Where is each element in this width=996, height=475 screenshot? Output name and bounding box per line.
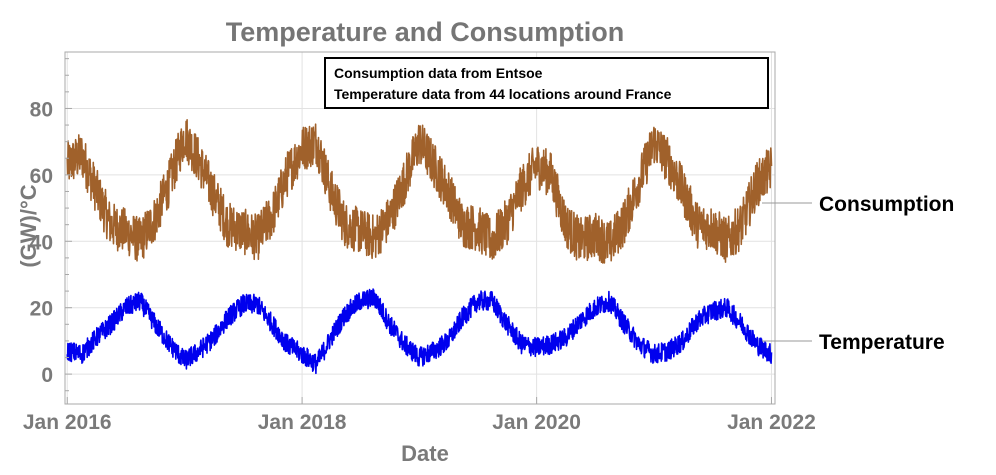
y-tick-label: 40 [30, 231, 53, 254]
x-tick-label: Jan 2018 [258, 411, 347, 434]
x-axis-title: Date [401, 441, 449, 466]
x-tick-label: Jan 2020 [492, 411, 581, 434]
y-tick-label: 80 [30, 98, 53, 121]
y-tick-label: 0 [41, 364, 53, 387]
annotation-box: Consumption data from Entsoe Temperature… [324, 57, 769, 109]
chart-title: Temperature and Consumption [226, 17, 625, 47]
series-label-temperature: Temperature [819, 331, 945, 354]
y-tick-label: 20 [30, 298, 53, 321]
y-axis-title: (GW)/°C [16, 184, 41, 267]
x-tick-label: Jan 2016 [23, 411, 112, 434]
x-tick-label: Jan 2022 [727, 411, 816, 434]
series-label-consumption: Consumption [819, 193, 954, 216]
series-layer [66, 119, 773, 375]
series-line-consumption [66, 119, 773, 264]
y-tick-label: 60 [30, 165, 53, 188]
annotation-line-2: Temperature data from 44 locations aroun… [334, 86, 672, 102]
y-axis: 0 20 40 60 80 [30, 58, 72, 392]
series-labels: Consumption Temperature [762, 193, 954, 354]
series-line-temperature [66, 288, 773, 375]
x-axis: Jan 2016 Jan 2018 Jan 2020 Jan 2022 [23, 397, 816, 434]
plot-frame [64, 51, 776, 405]
annotation-line-1: Consumption data from Entsoe [334, 65, 543, 81]
